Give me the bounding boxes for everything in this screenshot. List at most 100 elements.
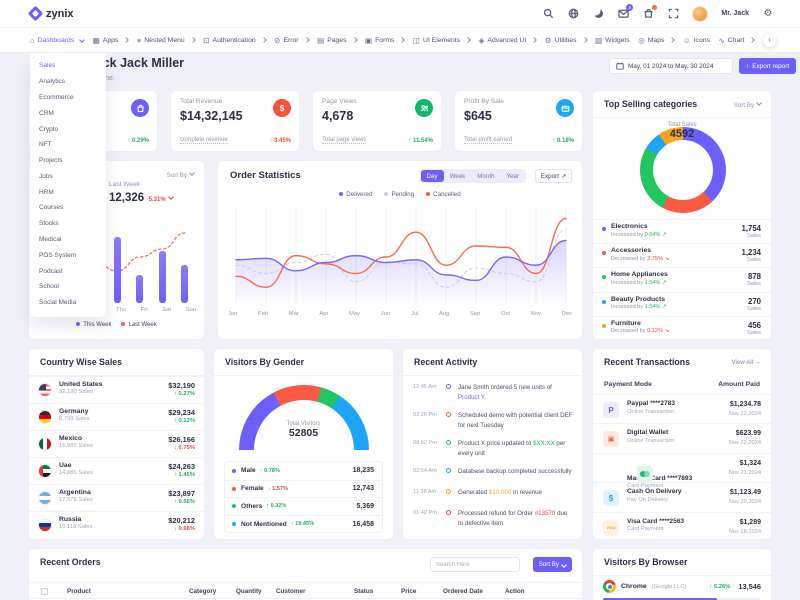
orders-sort-by-button[interactable]: Sort By [532,557,572,572]
menu-item-courses[interactable]: Courses [39,204,64,212]
nav-forms[interactable]: ▣ Forms [365,36,406,45]
menu-item-crypto[interactable]: Crypto [39,125,59,133]
nav-error[interactable]: ⊘ Error [274,35,310,45]
main-navigation: ⌂ Dashboards ▦ Apps ≡ Nested Menu ⊡ Authenti… [0,28,800,53]
legend-cancelled[interactable]: Cancelled [426,191,461,198]
recent-activity-card: Recent Activity 12:45 Am Jane Smith orde… [402,348,583,540]
gauge-center-value: 52805 [288,427,319,439]
country-row-argentina: Argentina 17,578 Sales $23,897 ↑ 0.56% [29,484,204,511]
menu-item-ecommerce[interactable]: Ecommerce [39,93,74,101]
menu-item-social-media[interactable]: Social Media [39,299,77,307]
messages-badge: 5 [626,3,634,11]
utilities-icon: ⚙ [544,35,552,45]
search-icon[interactable] [542,8,554,20]
nav-icons[interactable]: ☺ Icons [682,35,710,45]
nav-chart[interactable]: ∿ Chart [718,36,756,45]
activity-item: 11:38 Am Generated $10,000 in revenue [413,489,542,496]
nav-maps[interactable]: ◎ Maps [638,35,676,45]
menu-item-pos-system[interactable]: POS System [39,251,77,259]
nav-apps[interactable]: ▦ Apps [93,36,130,45]
nav-widgets[interactable]: ▧ Widgets [595,35,630,45]
export-button[interactable]: Export ↗ [534,169,572,183]
donut-center-value: 4592 [669,128,695,140]
last-week-summary: Last Week 12,326 5.31% [109,181,174,206]
menu-item-sales[interactable]: Sales [39,62,56,70]
weekly-legend: This Week Last Week [29,322,204,328]
transaction-row-mastro-card: Mastro Card ****7893 Card Payment $1,324 N… [593,452,771,489]
nav-scroll-right-arrow[interactable]: › [762,33,776,47]
mexico-flag-icon [38,437,52,451]
menu-item-medical[interactable]: Medical [39,235,62,243]
dark-mode-moon-icon[interactable] [592,8,604,20]
brand-logo-icon [27,5,44,22]
menu-item-crm[interactable]: CRM [39,109,54,117]
activity-item: 03:26 Pm Scheduled demo with potential c… [413,412,573,430]
recent-orders-card: Recent Orders Sort By Product Category Q… [28,548,583,600]
weekly-bar [136,275,144,303]
nav-ui-elements[interactable]: ◫ UI Elements [413,36,471,45]
pages-icon: ▤ [317,35,325,45]
browser-usage-bar [603,598,761,600]
maps-icon: ◎ [638,35,645,45]
range-day-button[interactable]: Day [420,170,444,182]
language-icon[interactable] [567,8,579,20]
select-all-checkbox[interactable] [41,587,48,595]
nav-dashboards[interactable]: ⌂ Dashboards [30,36,86,45]
menu-item-nft[interactable]: NFT [39,141,52,149]
russia-flag-icon [38,518,52,532]
nav-utilities[interactable]: ⚙ Utilities [544,35,588,45]
weekly-sort-by[interactable]: Sort By [167,170,195,179]
orders-search-input[interactable] [430,557,520,572]
category-row-beauty-products: Beauty Products Increased by 1.54% ↗ 270… [593,291,771,316]
stat-card-page-views: Page Views 4,678 Total page views ↑ 11.54… [312,90,442,152]
date-range-picker[interactable]: May, 01 2024 to May, 30 2024 [609,58,733,74]
menu-item-school[interactable]: School [39,283,59,291]
menu-item-hrm[interactable]: HRM [39,188,54,196]
legend-last-week[interactable]: Last Week [121,322,157,328]
weekly-bar [181,265,189,303]
stat-delta: ↑ 11.54% [408,137,433,144]
menu-item-stocks[interactable]: Stocks [39,220,59,228]
nav-authentication[interactable]: ⊡ Authentication [203,35,267,45]
export-report-button[interactable]: ↑ Export report [739,58,797,74]
country-row-germany: Germany 8,798 Sales $29,234 ↑ 0.12% [29,403,204,430]
user-avatar[interactable] [692,5,709,22]
cart-icon[interactable] [642,4,658,20]
orders-table-header: Product Category Quantity Customer Statu… [29,582,582,599]
fullscreen-icon[interactable] [667,8,679,20]
nav-nested-menu[interactable]: ≡ Nested Menu [137,36,196,45]
error-icon: ⊘ [274,35,281,45]
nav-pages[interactable]: ▤ Pages [317,35,358,45]
legend-delivered[interactable]: Delivered [339,191,372,198]
country-row-mexico: Mexico 16,885 Sales $26,166 ↓ 0.75% [29,430,204,457]
category-row-electronics: Electronics Increased by 0.64% ↗ 1,754 Sa… [593,219,771,243]
menu-item-analytics[interactable]: Analytics [39,78,66,86]
weekly-bar [114,237,121,303]
legend-this-week[interactable]: This Week [76,322,111,328]
range-month-button[interactable]: Month [477,172,495,180]
menu-item-projects[interactable]: Projects [39,157,63,165]
range-year-button[interactable]: Year [506,172,519,180]
view-all-link[interactable]: View All → [731,359,761,366]
brand-logo[interactable]: zynix [27,5,74,22]
order-chart-legend: Delivered Pending Cancelled [218,191,582,198]
lock-icon: ⊡ [203,35,210,45]
nav-advanced-ui[interactable]: ◈ Advanced UI [479,36,538,45]
top-selling-sort-by[interactable]: Sort By [734,100,762,109]
visitors-by-gender-card: Visitors By Gender Total Visitors 52805 … [213,348,394,540]
menu-item-jobs[interactable]: Jobs [39,172,53,180]
settings-gear-icon[interactable]: ⚙ [763,8,773,19]
messages-icon[interactable]: 5 [617,3,634,20]
dashboards-dropdown-menu: Sales Analytics Ecommerce CRM Crypto NFT… [30,53,106,317]
range-week-button[interactable]: Week [449,172,466,180]
country-row-russia: Russia 10,118 Sales $20,212 ↓ 0.68% [29,511,204,538]
us-flag-icon [38,383,52,397]
users-icon [415,99,433,117]
legend-pending[interactable]: Pending [384,191,414,198]
menu-item-podcast[interactable]: Podcast [39,267,63,275]
user-name: Mr. Jack [721,10,749,17]
gender-breakdown-list: Male ↑ 0.78% 18,235 Female ↓ 1.57% 12,743 … [224,461,383,534]
wallet-icon [556,99,574,117]
stat-delta: ↑ 0.18% [552,137,574,144]
donut-center-label: Total Sales [667,122,697,128]
